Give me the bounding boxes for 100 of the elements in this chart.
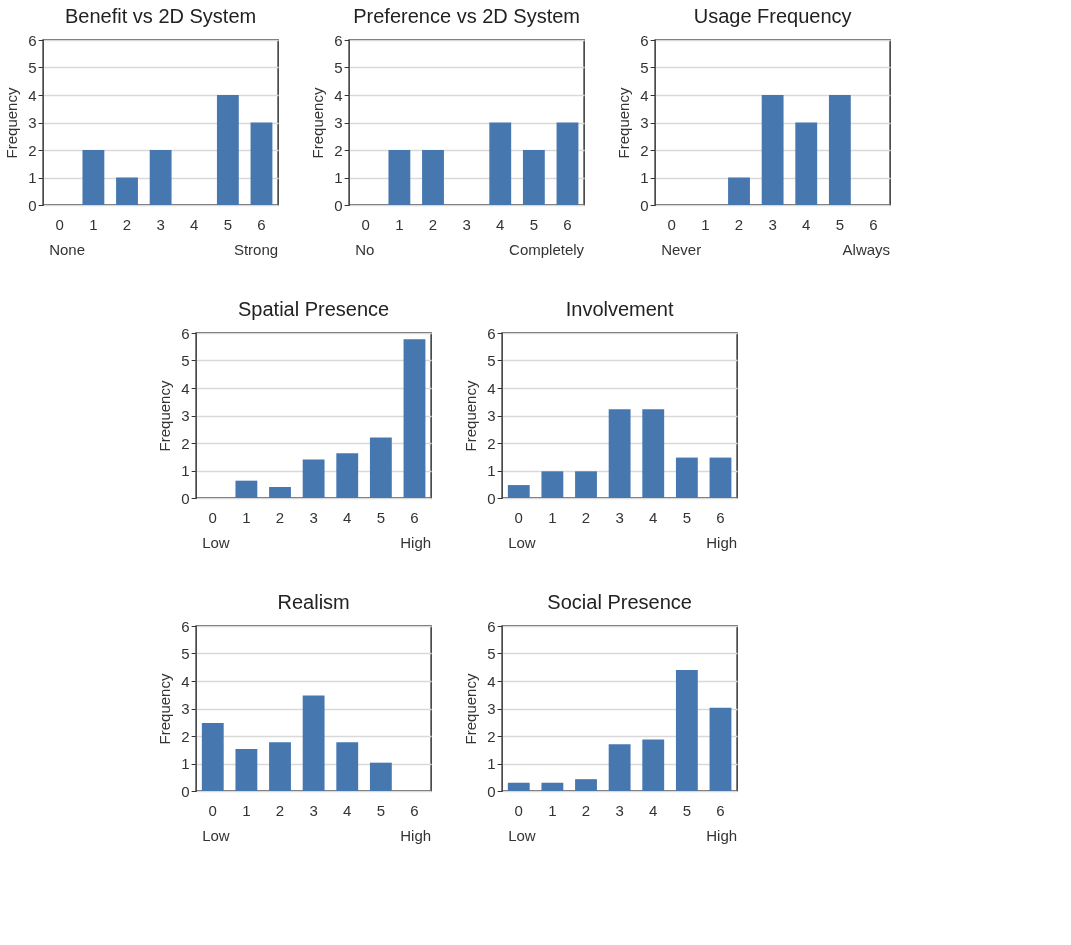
bar xyxy=(369,437,392,498)
x-tick-label: 2 xyxy=(275,801,285,819)
y-tick-label: 5 xyxy=(640,59,649,76)
y-tick-label: 0 xyxy=(487,489,496,507)
x-tick-label: 0 xyxy=(514,508,523,526)
chart-title: Benefit vs 2D System xyxy=(65,5,257,27)
y-tick-label: 6 xyxy=(640,31,649,49)
y-tick-label: 6 xyxy=(334,31,343,49)
x-tick-label: 2 xyxy=(581,508,591,526)
y-axis-title: Frequency xyxy=(462,380,480,452)
x-tick-label: 1 xyxy=(548,801,557,819)
x-tick-label: 5 xyxy=(682,801,692,819)
x-tick-label: 5 xyxy=(835,215,845,233)
y-tick-label: 5 xyxy=(487,645,496,662)
bar xyxy=(336,453,359,498)
text: Low xyxy=(202,534,230,551)
x-tick-label: 3 xyxy=(156,215,165,233)
y-tick-label: 5 xyxy=(487,352,496,369)
bar xyxy=(507,485,530,498)
bar xyxy=(795,122,818,205)
y-tick-label: 2 xyxy=(640,141,649,159)
x-tick-label: 1 xyxy=(242,508,251,526)
bar xyxy=(709,457,732,498)
x-tick-label: 3 xyxy=(309,508,318,526)
text: Completely xyxy=(509,241,585,258)
y-tick-label: 3 xyxy=(28,114,37,131)
y-tick-label: 1 xyxy=(487,462,496,479)
x-tick-label: 2 xyxy=(581,801,591,819)
y-tick-label: 3 xyxy=(487,700,496,717)
y-tick-label: 4 xyxy=(28,86,37,104)
bar xyxy=(675,457,698,498)
bar xyxy=(608,409,631,498)
bar xyxy=(250,122,273,205)
y-tick-label: 5 xyxy=(181,645,190,662)
y-tick-label: 3 xyxy=(334,114,343,131)
x-tick-label: 0 xyxy=(514,801,523,819)
x-tick-label: 3 xyxy=(768,215,777,233)
bar xyxy=(235,480,258,498)
y-axis-title: Frequency xyxy=(156,673,174,745)
bar xyxy=(82,150,105,205)
x-tick-label: 1 xyxy=(395,215,404,233)
y-tick-label: 4 xyxy=(334,86,343,104)
y-tick-label: 0 xyxy=(181,489,190,507)
y-axis-title: Frequency xyxy=(615,87,633,159)
x-tick-label: 3 xyxy=(462,215,471,233)
y-tick-label: 6 xyxy=(487,324,496,342)
bar xyxy=(608,744,631,791)
x-tick-label: 1 xyxy=(548,508,557,526)
bar xyxy=(369,762,392,791)
bar xyxy=(403,339,426,498)
x-tick-label: 6 xyxy=(563,215,572,233)
y-axis-title: Frequency xyxy=(462,673,480,745)
bar xyxy=(761,95,784,205)
text: Strong xyxy=(233,241,279,258)
bar xyxy=(302,459,325,498)
x-tick-label: 6 xyxy=(716,508,725,526)
x-tick-label: 5 xyxy=(223,215,233,233)
bar xyxy=(642,739,665,791)
bar xyxy=(216,95,239,205)
y-tick-label: 5 xyxy=(28,59,37,76)
y-tick-label: 1 xyxy=(334,169,343,186)
x-tick-label: 6 xyxy=(257,215,266,233)
bar xyxy=(642,409,665,498)
x-tick-label: 0 xyxy=(361,215,370,233)
chart-title: Social Presence xyxy=(547,591,692,613)
y-tick-label: 2 xyxy=(28,141,37,159)
x-tick-label: 2 xyxy=(275,508,285,526)
text: Never xyxy=(661,241,702,258)
y-tick-label: 0 xyxy=(334,196,343,214)
x-tick-label: 1 xyxy=(242,801,251,819)
bar xyxy=(235,748,258,791)
bar xyxy=(201,723,224,791)
x-tick-label: 2 xyxy=(122,215,132,233)
bar xyxy=(541,471,564,498)
y-tick-label: 6 xyxy=(181,324,190,342)
y-tick-label: 4 xyxy=(487,672,496,690)
text: Low xyxy=(202,827,230,844)
x-tick-label: 0 xyxy=(208,508,217,526)
x-tick-label: 5 xyxy=(376,508,386,526)
x-tick-label: 1 xyxy=(89,215,98,233)
y-tick-label: 1 xyxy=(181,755,190,772)
y-tick-label: 2 xyxy=(487,727,496,745)
y-axis-title: Frequency xyxy=(3,87,21,159)
chart-title: Spatial Presence xyxy=(238,298,390,320)
y-axis-title: Frequency xyxy=(309,87,327,159)
y-tick-label: 6 xyxy=(487,617,496,635)
x-tick-label: 5 xyxy=(682,508,692,526)
y-tick-label: 2 xyxy=(487,434,496,452)
y-tick-label: 0 xyxy=(487,782,496,800)
bar xyxy=(728,177,750,205)
bar xyxy=(336,742,359,791)
y-tick-label: 3 xyxy=(487,407,496,424)
y-tick-label: 2 xyxy=(334,141,343,159)
chart-title: Involvement xyxy=(565,298,674,320)
y-tick-label: 1 xyxy=(181,462,190,479)
bar xyxy=(269,487,291,498)
x-tick-label: 2 xyxy=(734,215,744,233)
y-tick-label: 1 xyxy=(28,169,37,186)
bar xyxy=(575,471,597,498)
y-tick-label: 4 xyxy=(181,379,190,397)
